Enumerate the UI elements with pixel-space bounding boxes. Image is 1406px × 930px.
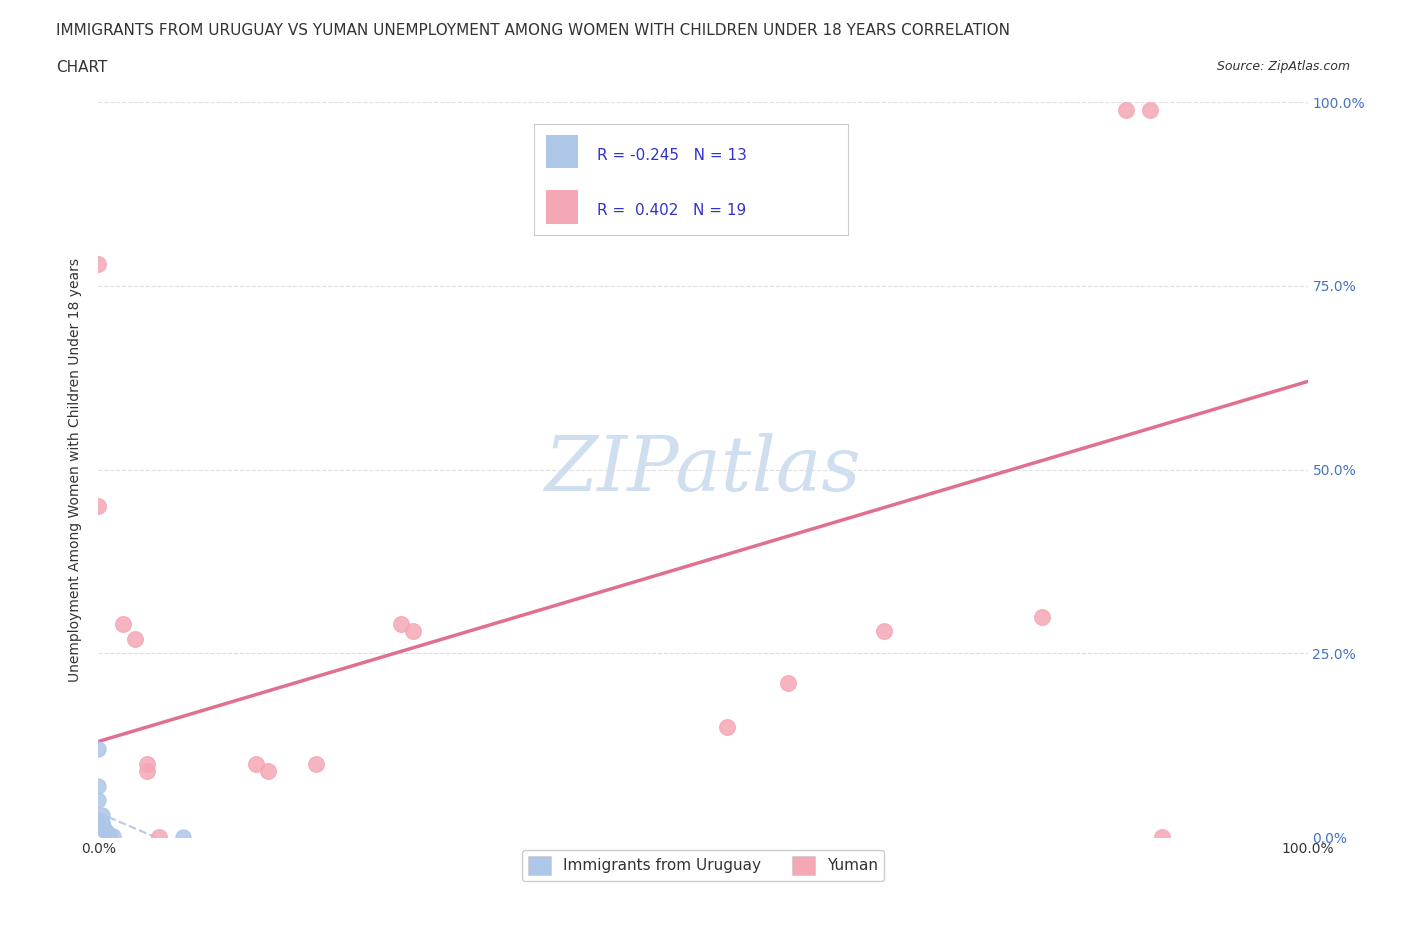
Point	[256, 764, 278, 778]
Point	[148, 830, 170, 844]
Point	[716, 720, 738, 735]
Y-axis label: Unemployment Among Women with Children Under 18 years: Unemployment Among Women with Children U…	[69, 258, 83, 682]
Point	[97, 827, 120, 842]
Point	[1139, 102, 1161, 117]
Point	[402, 624, 425, 639]
Point	[87, 257, 110, 272]
Point	[111, 617, 134, 631]
Point	[91, 818, 114, 833]
Point	[98, 828, 121, 843]
Point	[124, 631, 146, 646]
Text: ZIPatlas: ZIPatlas	[544, 432, 862, 507]
Point	[96, 825, 118, 840]
Point	[91, 815, 114, 830]
Text: Source: ZipAtlas.com: Source: ZipAtlas.com	[1216, 60, 1350, 73]
Text: IMMIGRANTS FROM URUGUAY VS YUMAN UNEMPLOYMENT AMONG WOMEN WITH CHILDREN UNDER 18: IMMIGRANTS FROM URUGUAY VS YUMAN UNEMPLO…	[56, 23, 1011, 38]
Point	[87, 741, 110, 756]
Point	[776, 675, 799, 690]
Point	[1152, 830, 1174, 844]
Point	[1115, 102, 1137, 117]
Point	[1031, 609, 1053, 624]
Text: CHART: CHART	[56, 60, 108, 75]
Point	[389, 617, 412, 631]
Point	[94, 824, 117, 839]
Point	[305, 756, 328, 771]
Point	[87, 498, 110, 513]
Point	[93, 822, 115, 837]
Legend: Immigrants from Uruguay, Yuman: Immigrants from Uruguay, Yuman	[522, 850, 884, 881]
Point	[91, 807, 114, 822]
Point	[245, 756, 267, 771]
Point	[101, 828, 124, 843]
Point	[87, 792, 110, 807]
Point	[135, 756, 157, 771]
Point	[873, 624, 896, 639]
Point	[87, 778, 110, 793]
Point	[135, 764, 157, 778]
Point	[172, 830, 194, 844]
